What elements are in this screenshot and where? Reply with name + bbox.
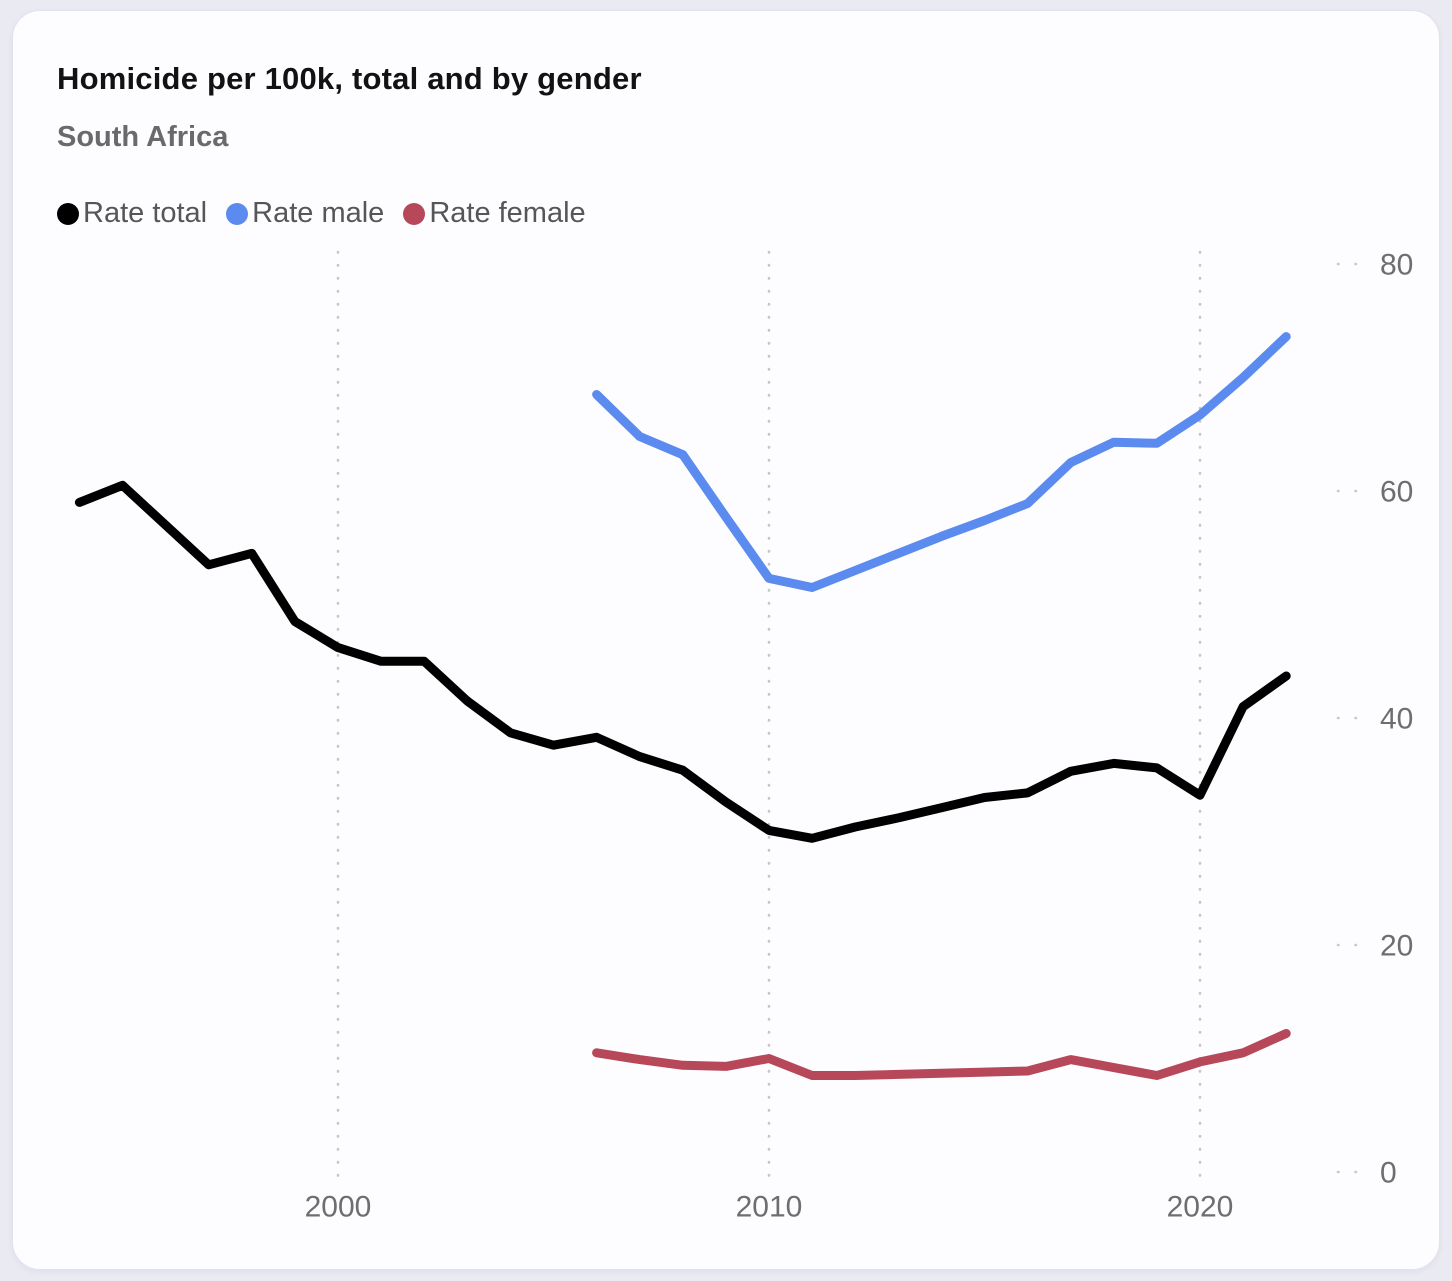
y-axis-label-80: 80: [1380, 249, 1413, 282]
rate-female-dot-icon: [403, 202, 426, 225]
legend-item-rate-total[interactable]: Rate total: [57, 197, 207, 230]
legend: Rate total Rate male Rate female: [57, 197, 586, 230]
rate-male-dot-icon: [226, 202, 249, 225]
x-axis-label-2010: 2010: [736, 1191, 803, 1224]
rate-total-dot-icon: [57, 202, 79, 225]
chart-subtitle: South Africa: [57, 121, 229, 153]
legend-label-rate-total: Rate total: [83, 197, 208, 229]
legend-label-rate-male: Rate male: [252, 197, 385, 229]
series-line-rate-female: [592, 1029, 1291, 1080]
chart-title: Homicide per 100k, total and by gender: [57, 61, 642, 96]
series-line-rate-total: [74, 480, 1291, 843]
legend-label-rate-female: Rate female: [429, 197, 586, 229]
series-line-rate-male: [592, 332, 1291, 592]
y-axis-label-20: 20: [1380, 930, 1413, 963]
y-axis-label-0: 0: [1380, 1157, 1397, 1190]
legend-item-rate-male[interactable]: Rate male: [226, 197, 384, 230]
x-axis-label-2020: 2020: [1167, 1191, 1234, 1224]
chart-card: Homicide per 100k, total and by gender S…: [12, 10, 1440, 1270]
y-axis-label-40: 40: [1380, 703, 1413, 736]
legend-item-rate-female[interactable]: Rate female: [403, 197, 586, 230]
y-axis-label-60: 60: [1380, 476, 1413, 509]
x-axis-label-2000: 2000: [305, 1191, 372, 1224]
